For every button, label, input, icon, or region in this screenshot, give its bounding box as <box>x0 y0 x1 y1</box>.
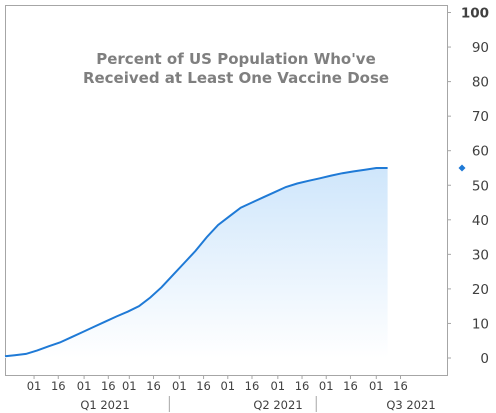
x-axis-groups: Q1 2021 Q2 2021 Q3 2021 <box>80 396 436 412</box>
x-tick-label: 16 <box>393 379 408 393</box>
x-tick-label: 01 <box>369 379 384 393</box>
x-tick-label: 01 <box>172 379 187 393</box>
series-line <box>4 167 388 358</box>
y-axis: 0 10 20 30 40 50 60 70 80 90 100 <box>447 6 489 367</box>
x-tick-label: 16 <box>343 379 358 393</box>
x-tick-label: 01 <box>270 379 285 393</box>
quarter-label: Q2 2021 <box>253 398 302 412</box>
quarter-label: Q3 2021 <box>386 398 435 412</box>
y-tick-label: 100 <box>461 6 489 22</box>
plot-area <box>5 5 448 376</box>
y-tick-label: 60 <box>472 144 489 160</box>
y-tick-label: 50 <box>472 178 489 194</box>
x-tick-label: 16 <box>295 379 310 393</box>
x-tick-label: 16 <box>196 379 211 393</box>
quarter-label: Q1 2021 <box>80 398 129 412</box>
x-tick-label: 16 <box>101 379 116 393</box>
x-tick-label: 01 <box>122 379 137 393</box>
y-tick-label: 40 <box>472 213 489 229</box>
y-tick-label: 20 <box>472 282 489 298</box>
x-tick-label: 01 <box>319 379 334 393</box>
chart-title-line-1: Percent of US Population Who've <box>96 50 376 68</box>
x-tick-label: 01 <box>27 379 42 393</box>
chart-title-line-2: Received at Least One Vaccine Dose <box>83 69 389 87</box>
y-tick-label: 90 <box>472 40 489 56</box>
x-tick-label: 16 <box>146 379 161 393</box>
y-tick-label: 10 <box>472 316 489 332</box>
y-tick-label: 30 <box>472 247 489 263</box>
last-value-marker <box>458 164 466 172</box>
x-tick-label: 01 <box>77 379 92 393</box>
x-tick-label: 01 <box>220 379 235 393</box>
x-axis: 01 16 01 16 01 16 01 16 01 16 01 16 01 16 01 16 <box>27 375 408 393</box>
y-tick-label: 70 <box>472 109 489 125</box>
series-area <box>5 168 388 358</box>
x-tick-label: 16 <box>51 379 66 393</box>
x-tick-label: 16 <box>245 379 260 393</box>
y-tick-label: 80 <box>472 75 489 91</box>
y-tick-label: 0 <box>480 351 489 367</box>
